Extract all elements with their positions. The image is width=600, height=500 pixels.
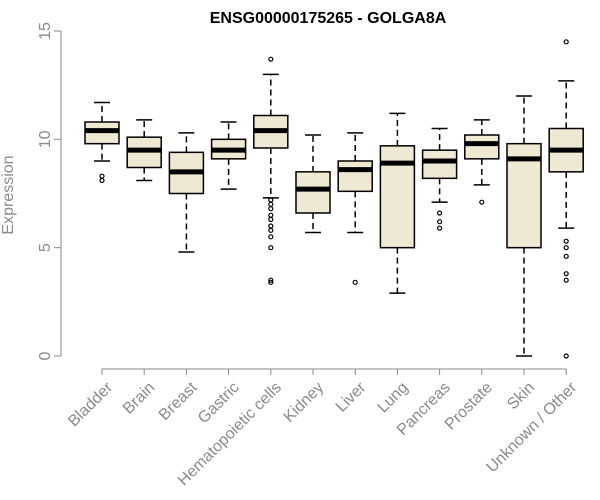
outlier-point	[563, 353, 569, 359]
y-tick-label: 15	[37, 22, 54, 40]
y-axis: 0 5 10 15	[37, 22, 62, 360]
box-lung	[379, 112, 416, 294]
outlier-point	[437, 219, 443, 225]
outlier-point	[563, 277, 569, 283]
outlier-point	[268, 56, 274, 62]
outlier-point	[268, 223, 274, 229]
x-tick-label: Liver	[333, 379, 370, 416]
x-tick-label: Kidney	[281, 379, 328, 426]
outlier-point	[268, 277, 274, 283]
box-liver	[337, 132, 373, 285]
box-iqr	[421, 149, 458, 180]
outlier-point	[563, 253, 569, 259]
outlier-point	[437, 225, 443, 231]
outlier-point	[268, 201, 274, 207]
x-tick-label: Lung	[374, 379, 411, 416]
box-gastric	[210, 121, 247, 190]
outlier-point	[99, 173, 105, 179]
y-axis-label: Expression	[0, 155, 17, 234]
x-tick-label: Brain	[120, 379, 158, 417]
box-breast	[168, 132, 205, 253]
box-prostate	[464, 119, 500, 205]
x-tick-label: Skin	[504, 379, 538, 413]
box-bladder	[84, 101, 120, 184]
box-iqr	[295, 171, 331, 214]
box-series	[84, 39, 584, 359]
box-brain	[126, 119, 162, 182]
outlier-point	[563, 238, 569, 244]
x-tick-label: Breast	[156, 379, 201, 424]
outlier-point	[479, 199, 485, 205]
outlier-point	[563, 245, 569, 251]
outlier-point	[268, 216, 274, 223]
outlier-point	[352, 279, 358, 285]
y-tick-label: 10	[37, 130, 54, 148]
outlier-point	[268, 227, 274, 233]
outlier-point	[99, 177, 105, 184]
outlier-point	[268, 234, 274, 240]
y-tick-label: 5	[37, 243, 54, 252]
outlier-point	[268, 279, 274, 285]
box-skin	[506, 95, 542, 357]
outlier-point	[563, 271, 569, 277]
box-unknown-other	[548, 39, 584, 359]
chart-title: ENSG00000175265 - GOLGA8A	[210, 10, 447, 27]
box-pancreas	[421, 127, 458, 231]
x-tick-label: Bladder	[65, 379, 116, 430]
y-tick-label: 0	[37, 351, 54, 360]
box-iqr	[464, 134, 500, 160]
outlier-point	[268, 212, 274, 218]
box-hematopoietic-cells	[253, 56, 289, 285]
outlier-point	[437, 210, 443, 216]
outlier-point	[268, 206, 274, 212]
box-kidney	[295, 134, 331, 234]
x-tick-label: Prostate	[442, 379, 496, 433]
outlier-point	[268, 245, 274, 251]
outlier-point	[268, 197, 274, 203]
outlier-point	[563, 39, 569, 45]
box-iqr	[337, 160, 373, 193]
